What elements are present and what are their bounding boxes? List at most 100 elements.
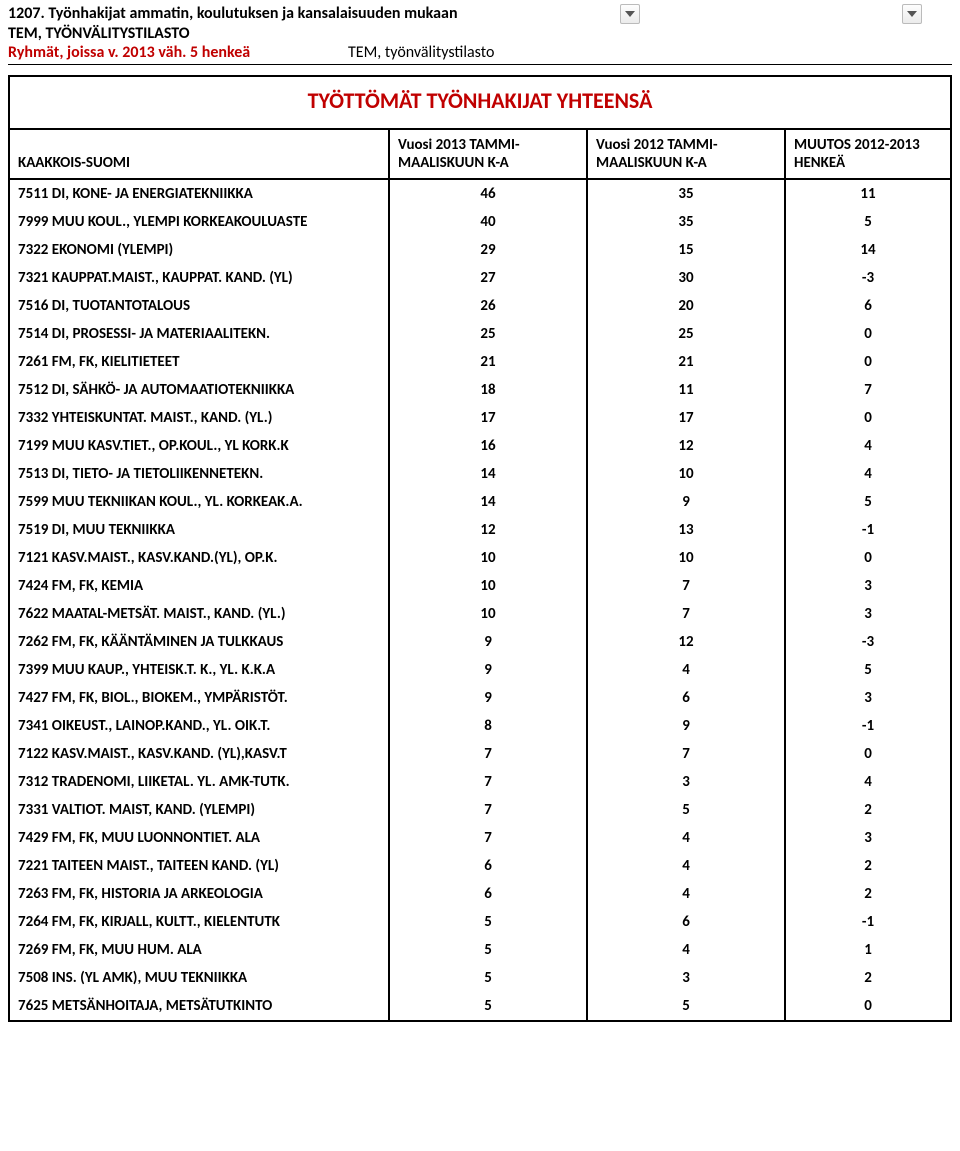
row-label: 7121 KASV.MAIST., KASV.KAND.(YL), OP.K. xyxy=(10,544,389,572)
row-value-2012: 6 xyxy=(587,684,785,712)
dropdown-icon[interactable] xyxy=(902,4,922,24)
table-row: 7341 OIKEUST., LAINOP.KAND., YL. OIK.T.8… xyxy=(10,712,950,740)
row-label: 7399 MUU KAUP., YHTEISK.T. K., YL. K.K.A xyxy=(10,656,389,684)
table-row: 7999 MUU KOUL., YLEMPI KORKEAKOULUASTE40… xyxy=(10,208,950,236)
row-label: 7508 INS. (YL AMK), MUU TEKNIIKKA xyxy=(10,964,389,992)
row-value-2013: 10 xyxy=(389,600,587,628)
row-value-2013: 25 xyxy=(389,320,587,348)
title-line-1: 1207. Työnhakijat ammatin, koulutuksen j… xyxy=(8,4,618,23)
row-value-2013: 8 xyxy=(389,712,587,740)
row-value-2012: 6 xyxy=(587,908,785,936)
row-value-2012: 3 xyxy=(587,768,785,796)
row-label: 7625 METSÄNHOITAJA, METSÄTUTKINTO xyxy=(10,992,389,1020)
row-value-2012: 4 xyxy=(587,880,785,908)
dropdown-icon[interactable] xyxy=(620,4,640,24)
row-value-2012: 7 xyxy=(587,600,785,628)
table-row: 7427 FM, FK, BIOL., BIOKEM., YMPÄRISTÖT.… xyxy=(10,684,950,712)
row-label: 7312 TRADENOMI, LIIKETAL. YL. AMK-TUTK. xyxy=(10,768,389,796)
row-value-2012: 7 xyxy=(587,572,785,600)
row-label: 7513 DI, TIETO- JA TIETOLIIKENNETEKN. xyxy=(10,460,389,488)
row-value-2012: 21 xyxy=(587,348,785,376)
row-value-2013: 9 xyxy=(389,656,587,684)
row-value-2013: 7 xyxy=(389,740,587,768)
row-value-2012: 10 xyxy=(587,460,785,488)
row-value-2013: 9 xyxy=(389,684,587,712)
row-value-change: 0 xyxy=(785,404,950,432)
table-row: 7514 DI, PROSESSI- JA MATERIAALITEKN.252… xyxy=(10,320,950,348)
subtitle-left: Ryhmät, joissa v. 2013 väh. 5 henkeä xyxy=(8,43,348,62)
row-value-2013: 5 xyxy=(389,908,587,936)
header: 1207. Työnhakijat ammatin, koulutuksen j… xyxy=(0,0,960,67)
row-value-change: -3 xyxy=(785,264,950,292)
row-value-change: 11 xyxy=(785,180,950,208)
row-value-2012: 12 xyxy=(587,432,785,460)
row-value-2013: 6 xyxy=(389,880,587,908)
row-value-2012: 10 xyxy=(587,544,785,572)
row-value-2012: 4 xyxy=(587,852,785,880)
row-value-2013: 17 xyxy=(389,404,587,432)
table-row: 7519 DI, MUU TEKNIIKKA1213-1 xyxy=(10,516,950,544)
table-row: 7599 MUU TEKNIIKAN KOUL., YL. KORKEAK.A.… xyxy=(10,488,950,516)
row-value-2012: 11 xyxy=(587,376,785,404)
table-row: 7321 KAUPPAT.MAIST., KAUPPAT. KAND. (YL)… xyxy=(10,264,950,292)
row-value-2013: 14 xyxy=(389,460,587,488)
row-value-change: -1 xyxy=(785,516,950,544)
row-value-change: 5 xyxy=(785,656,950,684)
row-label: 7429 FM, FK, MUU LUONNONTIET. ALA xyxy=(10,824,389,852)
row-value-change: 5 xyxy=(785,208,950,236)
row-value-change: 0 xyxy=(785,992,950,1020)
row-label: 7511 DI, KONE- JA ENERGIATEKNIIKKA xyxy=(10,180,389,208)
table-row: 7511 DI, KONE- JA ENERGIATEKNIIKKA463511 xyxy=(10,180,950,208)
row-value-2012: 5 xyxy=(587,796,785,824)
table-row: 7312 TRADENOMI, LIIKETAL. YL. AMK-TUTK.7… xyxy=(10,768,950,796)
row-label: 7519 DI, MUU TEKNIIKKA xyxy=(10,516,389,544)
main-title: TYÖTTÖMÄT TYÖNHAKIJAT YHTEENSÄ xyxy=(10,77,950,130)
row-value-2013: 7 xyxy=(389,768,587,796)
table-row: 7122 KASV.MAIST., KASV.KAND. (YL),KASV.T… xyxy=(10,740,950,768)
row-value-change: 1 xyxy=(785,936,950,964)
row-label: 7331 VALTIOT. MAIST, KAND. (YLEMPI) xyxy=(10,796,389,824)
table-row: 7399 MUU KAUP., YHTEISK.T. K., YL. K.K.A… xyxy=(10,656,950,684)
row-value-2013: 40 xyxy=(389,208,587,236)
row-label: 7321 KAUPPAT.MAIST., KAUPPAT. KAND. (YL) xyxy=(10,264,389,292)
row-label: 7261 FM, FK, KIELITIETEET xyxy=(10,348,389,376)
row-value-2013: 5 xyxy=(389,936,587,964)
row-label: 7221 TAITEEN MAIST., TAITEEN KAND. (YL) xyxy=(10,852,389,880)
row-value-change: 2 xyxy=(785,796,950,824)
row-value-2013: 26 xyxy=(389,292,587,320)
table-row: 7424 FM, FK, KEMIA1073 xyxy=(10,572,950,600)
title-line-2: TEM, TYÖNVÄLITYSTILASTO xyxy=(8,24,952,43)
row-value-change: 5 xyxy=(785,488,950,516)
row-value-change: 6 xyxy=(785,292,950,320)
row-value-2013: 9 xyxy=(389,628,587,656)
row-value-2012: 17 xyxy=(587,404,785,432)
row-value-2012: 4 xyxy=(587,656,785,684)
row-value-2012: 7 xyxy=(587,740,785,768)
row-label: 7122 KASV.MAIST., KASV.KAND. (YL),KASV.T xyxy=(10,740,389,768)
table-row: 7263 FM, FK, HISTORIA JA ARKEOLOGIA642 xyxy=(10,880,950,908)
row-label: 7341 OIKEUST., LAINOP.KAND., YL. OIK.T. xyxy=(10,712,389,740)
header-col-2013: Vuosi 2013 TAMMI-MAALISKUUN K-A xyxy=(390,130,588,178)
row-value-2013: 10 xyxy=(389,544,587,572)
row-value-change: 7 xyxy=(785,376,950,404)
table-row: 7622 MAATAL-METSÄT. MAIST., KAND. (YL.)1… xyxy=(10,600,950,628)
row-value-change: 4 xyxy=(785,768,950,796)
row-value-2013: 21 xyxy=(389,348,587,376)
row-value-change: 4 xyxy=(785,432,950,460)
row-value-2013: 6 xyxy=(389,852,587,880)
row-value-2013: 7 xyxy=(389,796,587,824)
row-value-2013: 46 xyxy=(389,180,587,208)
column-headers: KAAKKOIS-SUOMI Vuosi 2013 TAMMI-MAALISKU… xyxy=(10,130,950,180)
row-value-2012: 25 xyxy=(587,320,785,348)
row-value-change: 2 xyxy=(785,880,950,908)
row-value-change: 0 xyxy=(785,348,950,376)
subtitle-right: TEM, työnvälitystilasto xyxy=(348,43,494,62)
row-value-change: 0 xyxy=(785,740,950,768)
row-label: 7262 FM, FK, KÄÄNTÄMINEN JA TULKKAUS xyxy=(10,628,389,656)
row-value-2013: 7 xyxy=(389,824,587,852)
table-row: 7221 TAITEEN MAIST., TAITEEN KAND. (YL)6… xyxy=(10,852,950,880)
row-value-2012: 20 xyxy=(587,292,785,320)
row-value-2013: 10 xyxy=(389,572,587,600)
row-value-2013: 12 xyxy=(389,516,587,544)
table-row: 7513 DI, TIETO- JA TIETOLIIKENNETEKN.141… xyxy=(10,460,950,488)
